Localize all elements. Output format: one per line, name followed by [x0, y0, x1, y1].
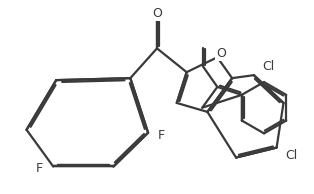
- Text: F: F: [36, 162, 43, 175]
- Text: Cl: Cl: [285, 149, 298, 162]
- Text: O: O: [152, 7, 162, 20]
- Text: O: O: [216, 47, 226, 60]
- Text: F: F: [158, 129, 165, 142]
- Text: Cl: Cl: [263, 60, 275, 73]
